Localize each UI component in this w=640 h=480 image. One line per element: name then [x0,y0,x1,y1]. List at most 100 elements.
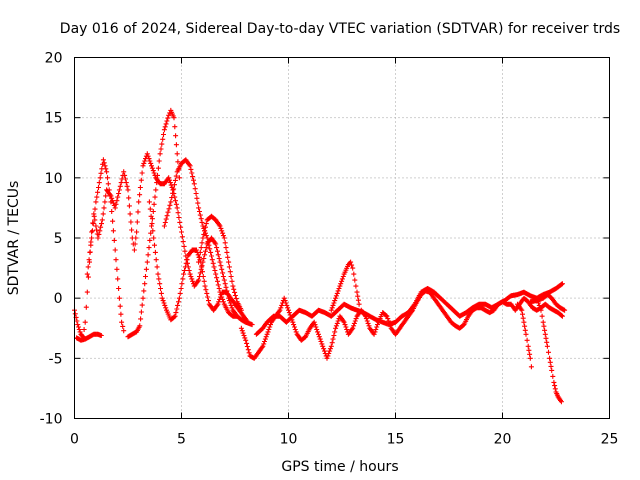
data-point [154,264,160,270]
data-point [223,284,229,290]
data-point [316,334,322,340]
data-point [132,241,138,247]
data-point [98,333,104,338]
data-point [96,231,102,237]
data-point [173,173,179,179]
y-tick-label: 20 [45,51,63,67]
data-point [105,175,110,181]
data-point [175,302,181,308]
data-point [180,276,186,282]
data-point [238,325,244,331]
data-point [119,319,125,325]
data-point [559,313,565,319]
data-point [179,234,185,240]
data-point [74,318,80,324]
data-point [174,306,180,312]
data-point [219,294,225,300]
data-point [112,205,118,211]
data-points [72,107,568,405]
series-track1 [72,151,255,340]
data-point [171,186,177,192]
data-point [283,300,289,306]
data-point [101,205,107,211]
data-point [197,254,202,260]
data-point [220,299,226,305]
data-point [103,193,109,199]
data-point [121,169,127,175]
data-point [152,242,157,248]
data-point [341,319,347,325]
data-point [536,302,542,308]
data-point [155,271,161,277]
data-point [101,160,107,166]
data-point [147,237,153,243]
data-point [167,180,173,186]
data-point [100,211,106,217]
data-point [190,174,196,180]
data-point [147,158,153,164]
data-point [181,271,187,277]
data-point [179,281,185,287]
data-point [333,295,339,301]
data-point [208,249,214,255]
data-point [151,201,157,207]
data-point [292,327,298,332]
data-point [162,220,168,225]
data-point [77,329,83,335]
data-point [223,245,229,251]
data-point [76,327,82,332]
data-point [335,318,341,324]
data-point [351,320,357,326]
data-point [201,231,207,237]
data-point [226,264,232,270]
data-point [116,286,122,291]
data-point [104,169,110,175]
data-point [155,172,160,178]
data-point [365,320,371,326]
data-point [129,227,135,233]
data-point [202,228,208,234]
data-point [86,257,92,263]
data-point [171,314,177,320]
data-point [144,259,150,265]
series-track4 [125,107,182,340]
data-point [352,277,358,283]
x-axis-label: GPS time / hours [281,459,398,475]
data-point [82,319,88,325]
data-point [215,282,221,288]
data-point [138,177,144,183]
data-point [160,298,166,304]
data-point [215,278,220,284]
data-point [203,287,209,293]
data-point [173,310,179,316]
data-point [96,180,102,186]
series-track7 [196,213,244,313]
data-point [265,329,271,335]
x-tick-label: 20 [494,432,512,448]
data-point [245,347,251,353]
data-point [282,298,288,304]
data-point [293,329,299,335]
data-point [199,240,205,246]
data-point [549,367,555,373]
data-point [161,127,167,133]
data-point [165,115,171,121]
data-point [157,281,163,287]
data-point [133,235,139,241]
data-point [138,316,144,322]
data-point [332,329,338,335]
data-point [115,276,121,282]
data-point [312,322,318,328]
data-point [262,336,268,342]
data-point [216,286,222,291]
x-tick-label: 10 [280,432,298,448]
data-point [145,153,151,159]
y-tick-label: -5 [49,351,63,367]
data-point [540,319,546,325]
data-point [231,286,237,292]
data-point [199,219,205,225]
data-point [113,201,119,207]
data-point [214,275,220,281]
data-point [559,281,565,287]
